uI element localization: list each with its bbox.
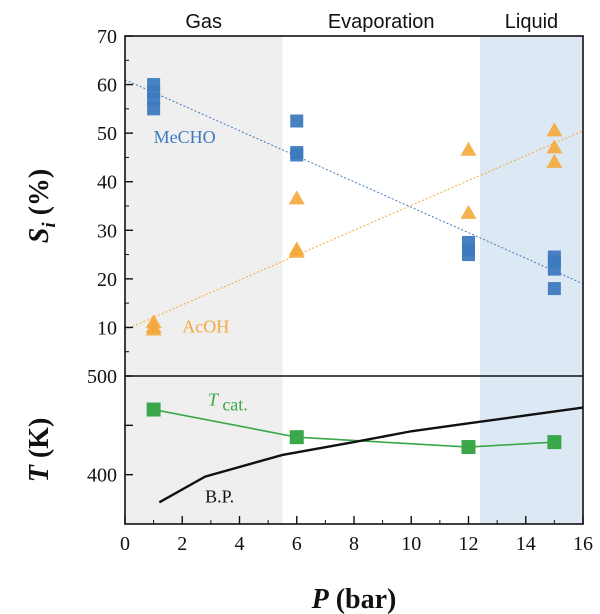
- y-tick-label-top: 70: [97, 26, 117, 48]
- point-mecho: [547, 262, 561, 276]
- trend-line-mecho: [124, 79, 584, 285]
- point-acoh: [460, 204, 477, 219]
- x-tick-label: 16: [573, 533, 593, 555]
- region-label-gas: Gas: [185, 11, 222, 33]
- x-tick-label: 4: [235, 533, 245, 555]
- region-band-liquid: [479, 36, 583, 524]
- data-marks: [145, 78, 584, 504]
- x-tick-label: 8: [349, 533, 359, 555]
- point-acoh: [546, 153, 563, 168]
- series-label-tcat: T: [208, 390, 220, 410]
- point-acoh: [288, 190, 305, 205]
- y-axis-title-symbol: S: [24, 228, 55, 244]
- y-axis-title-subscript: i: [39, 222, 60, 228]
- point-tcat: [146, 402, 161, 417]
- series-label-acoh: AcOH: [182, 316, 229, 336]
- line-tcat: [153, 408, 555, 448]
- x-axis-title: P (bar): [311, 584, 397, 614]
- y-tick-label-top: 10: [97, 317, 117, 339]
- x-tick-label: 6: [292, 533, 302, 555]
- y-tick-label-top: 50: [97, 123, 117, 145]
- y-tick-label-top: 30: [97, 220, 117, 242]
- axes-frame: [124, 35, 584, 525]
- y-tick-label-bottom: 400: [87, 465, 117, 487]
- point-acoh: [460, 141, 477, 156]
- x-tick-label: 12: [459, 533, 479, 555]
- series-label-mecho: MeCHO: [154, 127, 216, 147]
- series-label-tcat-sub: cat.: [222, 395, 247, 415]
- region-label-evaporation: Evaporation: [328, 11, 435, 33]
- point-mecho: [147, 102, 161, 116]
- y-tick-label-bottom: 500: [87, 366, 117, 388]
- x-tick-label: 0: [120, 533, 130, 555]
- point-acoh: [145, 321, 162, 336]
- point-mecho: [462, 248, 475, 262]
- point-mecho: [290, 148, 304, 162]
- point-tcat: [547, 435, 562, 450]
- x-tick-label: 14: [516, 533, 536, 555]
- y-axis-title-unit: (%): [24, 169, 55, 223]
- x-tick-label: 2: [177, 533, 187, 555]
- y-axis-title-bottom: T (K): [24, 418, 55, 483]
- point-acoh: [546, 122, 563, 137]
- y-axis-title-bottom-symbol: T: [24, 463, 55, 482]
- x-tick-label: 10: [401, 533, 421, 555]
- x-axis-title-symbol: P: [311, 584, 330, 614]
- trend-lines: [124, 79, 584, 331]
- trend-line-acoh: [124, 130, 584, 331]
- chart-text: Gas Evaporation Liquid MeCHO AcOH T cat. B.P. 10…: [24, 11, 593, 614]
- y-tick-label-top: 60: [97, 75, 117, 97]
- line-bp: [158, 406, 584, 504]
- point-acoh: [288, 243, 305, 258]
- region-backgrounds: [125, 36, 583, 524]
- y-tick-label-top: 20: [97, 269, 117, 291]
- region-label-liquid: Liquid: [505, 11, 558, 33]
- point-acoh: [546, 139, 563, 154]
- y-axis-title-bottom-unit: (K): [24, 418, 55, 465]
- point-mecho: [290, 114, 304, 128]
- region-band-gas: [125, 36, 283, 524]
- x-axis-title-unit: (bar): [329, 584, 397, 614]
- series-label-bp: B.P.: [205, 486, 234, 506]
- point-mecho: [547, 282, 561, 296]
- y-tick-label-top: 40: [97, 172, 117, 194]
- y-axis-title-top: Si (%): [24, 169, 60, 244]
- point-tcat: [289, 430, 304, 445]
- point-tcat: [461, 440, 476, 455]
